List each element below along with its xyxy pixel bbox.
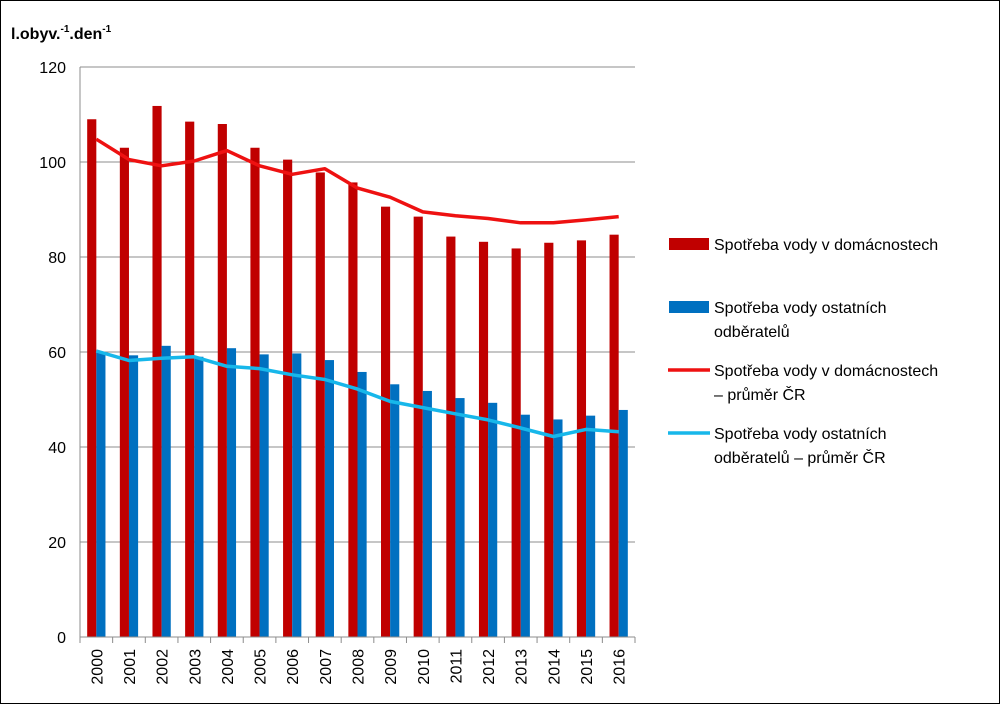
x-tick-label: 2003 xyxy=(187,649,204,685)
bar xyxy=(250,147,260,637)
bar xyxy=(609,234,619,638)
bar xyxy=(446,236,456,637)
bar xyxy=(348,182,358,638)
gridlines xyxy=(80,66,635,543)
bar xyxy=(478,241,489,638)
series-line xyxy=(95,349,619,439)
x-tick-label: 2007 xyxy=(318,649,335,685)
bar xyxy=(422,390,432,637)
x-tick-label: 2000 xyxy=(89,649,106,685)
y-tick-label: 120 xyxy=(39,60,66,77)
bar xyxy=(455,398,465,637)
legend-swatch xyxy=(669,238,709,250)
y-tick-label: 80 xyxy=(48,250,66,267)
legend-label: odběratelů – průměr ČR xyxy=(714,448,886,467)
x-tick-label: 2001 xyxy=(122,649,139,685)
x-tick-label: 2012 xyxy=(481,649,498,685)
y-axis-label-mid: .den xyxy=(69,26,102,43)
bar xyxy=(217,124,227,637)
x-tick-label: 2008 xyxy=(351,649,368,685)
x-tick-label: 2010 xyxy=(416,649,433,685)
bar xyxy=(618,409,628,637)
legend-label: Spotřeba vody v domácnostech xyxy=(714,237,938,254)
bar xyxy=(544,242,554,637)
bar xyxy=(96,352,106,637)
bar xyxy=(315,172,325,637)
y-axis-label-sup1: -1 xyxy=(61,24,70,35)
legend-label: – průměr ČR xyxy=(714,385,806,404)
x-tick-label: 2004 xyxy=(220,649,237,685)
bar xyxy=(413,216,423,637)
legend-swatch xyxy=(669,301,709,313)
y-tick-label: 60 xyxy=(48,345,66,362)
x-tick-label: 2002 xyxy=(155,649,172,685)
bar xyxy=(128,355,139,637)
bars xyxy=(87,105,628,638)
bar xyxy=(576,240,587,637)
y-tick-labels: 0 20 40 60 80 100 120 xyxy=(39,60,66,647)
bar xyxy=(511,248,521,637)
bar xyxy=(161,345,171,637)
x-tick-label: 2006 xyxy=(285,649,302,685)
x-tick-label: 2005 xyxy=(253,649,270,685)
x-tick-label: 2015 xyxy=(579,649,596,685)
x-tick-label: 2013 xyxy=(514,649,531,685)
x-tick-label: 2011 xyxy=(448,649,465,684)
legend-label: Spotřeba vody ostatních xyxy=(714,426,887,443)
series-line xyxy=(95,137,619,225)
y-tick-label: 100 xyxy=(39,155,66,172)
y-tick-label: 40 xyxy=(48,440,66,457)
bar xyxy=(152,105,162,637)
x-tick-label: 2016 xyxy=(612,649,629,685)
y-tick-label: 20 xyxy=(48,535,66,552)
bar xyxy=(324,360,334,637)
legend: Spotřeba vody v domácnostech Spotřeba vod… xyxy=(668,237,938,467)
y-axis-label-main: l.obyv. xyxy=(11,26,61,43)
bar xyxy=(488,402,498,637)
lines xyxy=(95,137,619,439)
y-axis-label-sup2: -1 xyxy=(102,24,111,35)
y-axis-label: l.obyv.-1.den-1 xyxy=(11,24,112,43)
bar xyxy=(283,159,293,637)
bar xyxy=(259,354,269,637)
bar xyxy=(357,371,367,637)
bar xyxy=(226,348,237,637)
legend-label: Spotřeba vody ostatních xyxy=(714,300,887,317)
bar xyxy=(194,356,204,637)
bar xyxy=(553,419,563,637)
legend-label: Spotřeba vody v domácnostech xyxy=(714,363,938,380)
bar xyxy=(185,121,195,637)
x-tick-label: 2009 xyxy=(383,649,400,685)
bar xyxy=(119,147,129,637)
legend-label: odběratelů xyxy=(714,323,790,341)
axes xyxy=(79,67,636,643)
x-tick-labels: 2000 2001 2002 2003 2004 2005 2006 2007 2008 2009… xyxy=(89,649,628,685)
bar xyxy=(390,384,400,637)
bar xyxy=(520,414,530,637)
bar xyxy=(586,415,596,637)
y-tick-label: 0 xyxy=(57,630,66,647)
bar xyxy=(381,206,391,637)
x-tick-label: 2014 xyxy=(546,649,563,685)
bar xyxy=(87,119,97,637)
bar xyxy=(292,353,302,637)
